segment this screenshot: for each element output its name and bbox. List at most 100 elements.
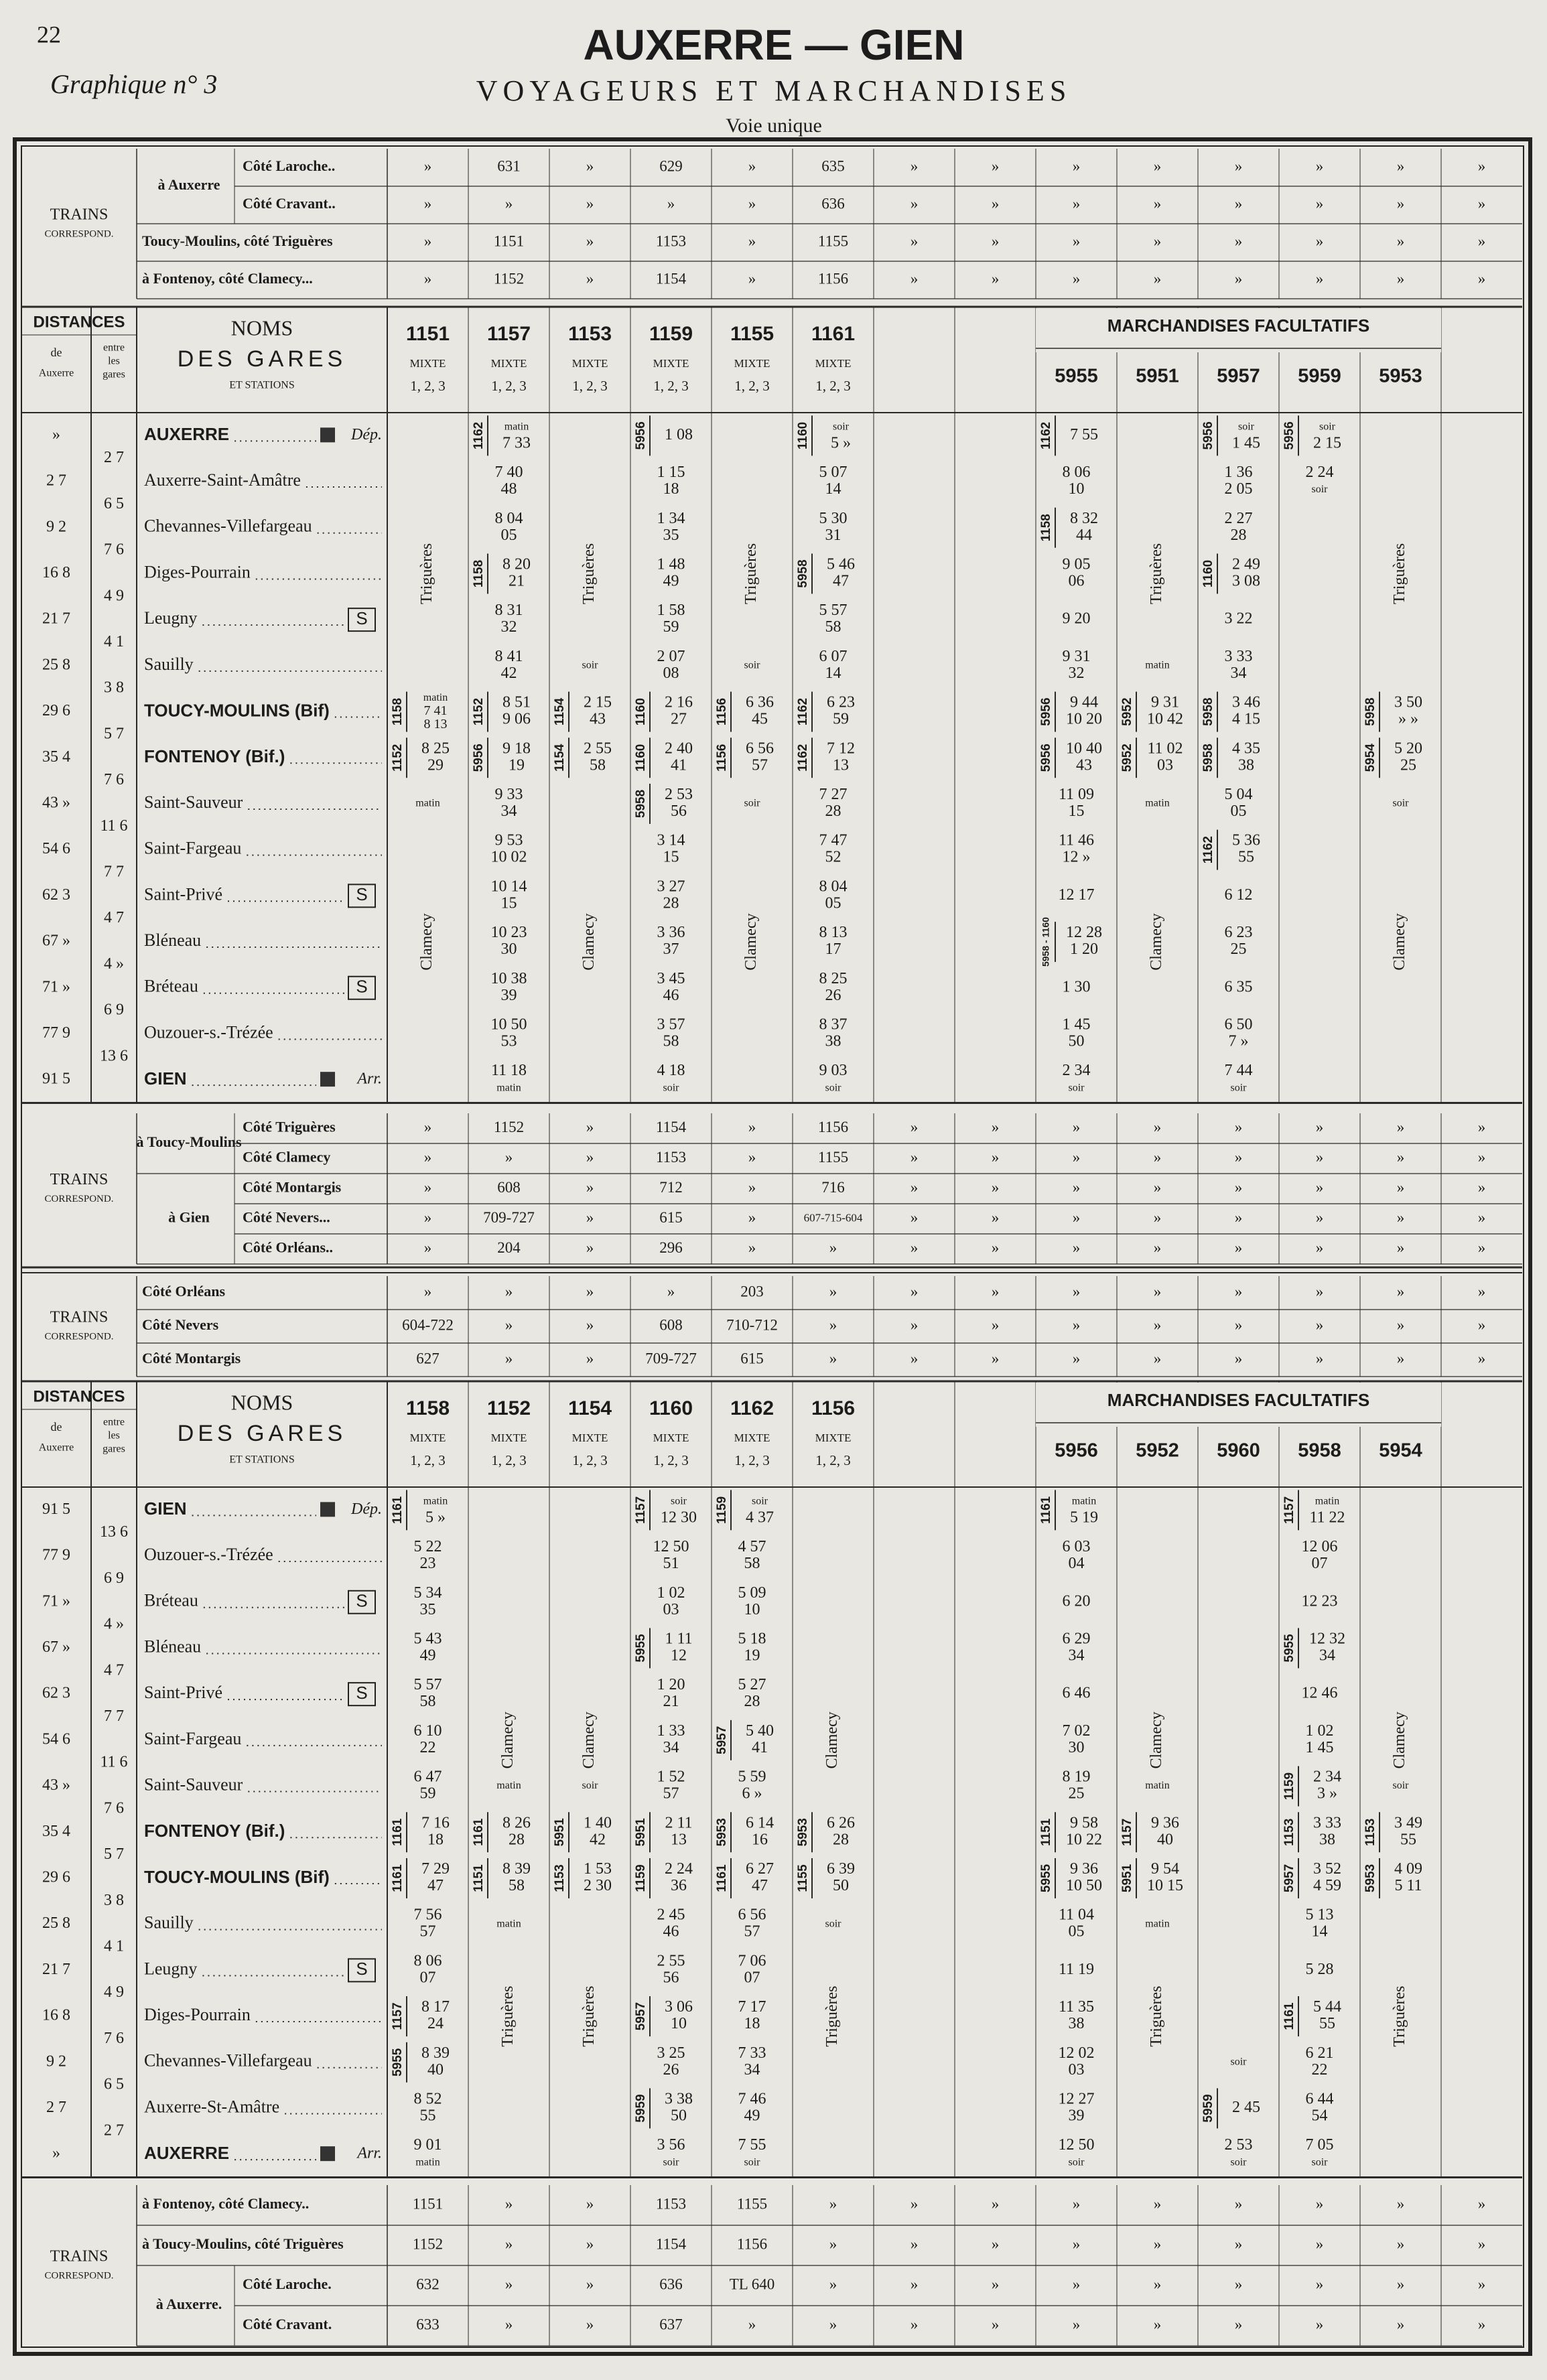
train-kind: MIXTE <box>491 357 527 370</box>
subtitle: VOYAGEURS ET MARCHANDISES <box>476 74 1072 107</box>
correspondence-cell: » <box>586 1149 594 1166</box>
time: 04 <box>1069 1555 1085 1572</box>
correspondence-cell: » <box>667 195 675 212</box>
time: 5 » <box>831 434 851 451</box>
time: 58 <box>590 756 606 774</box>
correspondence-cell: » <box>1073 2195 1081 2212</box>
time: 28 <box>509 1831 525 1848</box>
distance-between: 4 1 <box>104 1938 124 1955</box>
time: 16 <box>752 1831 768 1848</box>
correspondence-cell: » <box>1235 1209 1243 1226</box>
time: 06 <box>1069 572 1085 589</box>
correspondence-cell: 203 <box>740 1283 764 1300</box>
time-note: soir <box>663 1082 680 1093</box>
correspondence-cell: » <box>911 232 919 249</box>
correspondence-cell: » <box>911 1149 919 1166</box>
time: 18 <box>663 480 679 498</box>
connecting-train: 1162 <box>1201 836 1215 863</box>
time: 11 04 <box>1059 1906 1094 1924</box>
correspondence-cell: TL 640 <box>730 2276 775 2292</box>
time: 1 33 <box>657 1722 685 1740</box>
correspondence-cell: » <box>911 1316 919 1333</box>
correspondence-cell: » <box>748 1179 756 1196</box>
correspondence-cell: » <box>667 1283 675 1300</box>
time: 12 » <box>1063 849 1091 866</box>
time: 10 23 <box>491 924 527 941</box>
correspondence-cell: » <box>911 1119 919 1135</box>
train-number: 1154 <box>568 1397 612 1419</box>
connecting-train: 1158 <box>391 698 405 725</box>
time: 2 34 <box>1063 1062 1091 1079</box>
time: 5 43 <box>414 1630 442 1647</box>
connecting-train: 5952 <box>1120 697 1134 725</box>
time: 1 15 <box>657 464 685 481</box>
distance-from-auxerre: » <box>52 2145 60 2162</box>
time: 8 26 <box>502 1814 531 1831</box>
correspondence-cell: 1152 <box>494 270 524 287</box>
connecting-train: 1155 <box>796 1864 810 1892</box>
entre-header: entre <box>103 1417 125 1428</box>
time: 24 <box>427 2015 444 2032</box>
time: 05 <box>501 527 517 544</box>
correspondence-cell: » <box>911 270 919 287</box>
connecting-train: 5957 <box>715 1726 729 1754</box>
time: 6 56 <box>746 740 774 757</box>
correspondence-cell: » <box>1478 2316 1486 2332</box>
distance-between: 5 7 <box>104 725 124 742</box>
time: 8 31 <box>495 602 523 619</box>
time: 7 56 <box>414 1906 442 1924</box>
route-label: Clamecy <box>1391 913 1408 970</box>
correspondence-cell: » <box>992 157 1000 174</box>
correspondence-cell: 637 <box>659 2316 683 2332</box>
time: 48 <box>501 480 517 498</box>
correspondence-cell: » <box>1316 1283 1324 1300</box>
time: 1 30 <box>1063 978 1091 995</box>
correspondence-cell: » <box>505 1149 513 1166</box>
station-name: Leugny <box>144 608 197 628</box>
correspondence-cell: » <box>1316 1209 1324 1226</box>
time: 4 37 <box>746 1509 774 1526</box>
group-label: à Toucy-Moulins <box>136 1133 242 1150</box>
connecting-train: 5956 <box>472 744 486 772</box>
train-classes: 1, 2, 3 <box>410 378 446 394</box>
time: 5 18 <box>738 1630 766 1647</box>
time: 7 29 <box>421 1860 450 1878</box>
correspondence-cell: 709-727 <box>645 1350 697 1367</box>
correspondence-cell: » <box>505 2276 513 2292</box>
correspondence-cell: » <box>586 2235 594 2252</box>
entre-header: gares <box>103 1444 125 1455</box>
station-name: Auxerre-Saint-Amâtre <box>144 470 301 490</box>
time: 7 27 <box>819 786 848 803</box>
connecting-train: 1162 <box>1039 422 1053 449</box>
distance-between: 6 5 <box>104 495 124 512</box>
time: 12 <box>671 1647 687 1664</box>
connecting-train: 1162 <box>472 422 486 449</box>
correspondence-cell: » <box>1478 1209 1486 1226</box>
time: 7 33 <box>502 434 531 451</box>
time: 9 53 <box>495 832 523 849</box>
connecting-train: 1161 <box>1039 1496 1053 1524</box>
time: 3 49 <box>1394 1814 1422 1831</box>
connecting-train: 1162 <box>796 698 810 725</box>
time: 6 10 <box>414 1722 442 1740</box>
time: 58 <box>420 1693 436 1710</box>
time-note: soir <box>1319 421 1336 433</box>
correspondence-label: Côté Montargis <box>142 1350 241 1367</box>
et-stations-header: ET STATIONS <box>229 1454 295 1466</box>
correspondence-cell: » <box>1154 1283 1162 1300</box>
connecting-train: 5956 <box>1201 421 1215 449</box>
time: 1 45 <box>1306 1739 1334 1756</box>
connecting-train: 5955 <box>1039 1864 1053 1892</box>
route-label: Triguères <box>742 543 760 604</box>
distance-from-auxerre: 2 7 <box>46 2099 66 2116</box>
correspondence-label: Côté Nevers... <box>243 1209 330 1226</box>
time: 58 <box>663 1032 679 1050</box>
time: 50 <box>671 2107 687 2124</box>
time: 11 35 <box>1059 1998 1094 2016</box>
correspondence-cell: 636 <box>821 195 845 212</box>
time: 2 27 <box>1225 510 1253 527</box>
station-flag: S <box>356 884 367 904</box>
station-name: Bréteau <box>144 1591 198 1610</box>
station-name: GIEN <box>144 1068 187 1089</box>
correspondence-cell: » <box>505 1350 513 1367</box>
